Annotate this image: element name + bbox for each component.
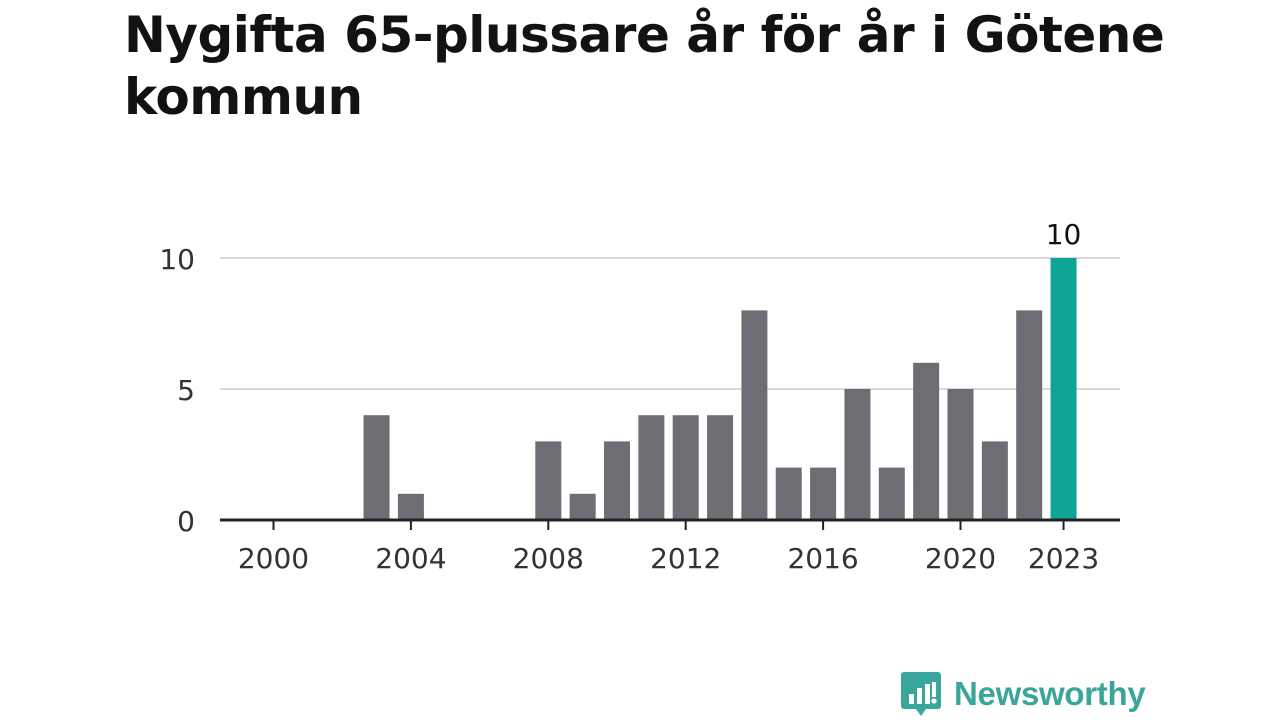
bar <box>913 362 940 520</box>
bar <box>810 467 837 520</box>
bar <box>397 493 424 520</box>
brand-logo: Newsworthy <box>900 670 1146 718</box>
x-tick-label: 2016 <box>787 542 858 575</box>
bar <box>604 441 630 520</box>
x-tick-label: 2004 <box>375 542 446 575</box>
bar <box>947 389 974 520</box>
gridlines <box>220 257 1120 390</box>
y-tick-label: 0 <box>177 505 195 538</box>
bar <box>775 467 802 520</box>
chart-title: Nygifta 65-plussare år för år i Götene k… <box>124 6 1165 126</box>
brand-name: Newsworthy <box>954 675 1146 712</box>
bar <box>981 441 1008 520</box>
bar <box>741 310 768 520</box>
bar <box>638 415 665 520</box>
x-tick-label: 2023 <box>1028 542 1099 575</box>
bar <box>672 415 699 520</box>
bar-chart: 0 5 10 2000 2004 2008 2012 2016 2020 2023 10 <box>159 218 1120 575</box>
bar <box>535 441 562 520</box>
axes <box>220 518 1120 530</box>
x-tick-label: 2012 <box>650 542 721 575</box>
bar <box>1016 310 1043 520</box>
bar <box>1050 258 1077 520</box>
bar <box>878 467 905 520</box>
x-tick-label: 2008 <box>513 542 584 575</box>
y-tick-label: 10 <box>159 243 195 276</box>
bars <box>363 258 1077 520</box>
y-tick-label: 5 <box>177 374 195 407</box>
x-tick-label: 2020 <box>925 542 996 575</box>
labels: 0 5 10 2000 2004 2008 2012 2016 2020 2023 10 <box>159 218 1099 575</box>
x-tick-label: 2000 <box>238 542 309 575</box>
bar <box>707 415 734 520</box>
bar <box>569 493 596 520</box>
bar <box>844 389 871 520</box>
highlight-value-label: 10 <box>1046 218 1082 251</box>
bar <box>363 415 390 520</box>
newsworthy-logo-icon <box>901 672 941 716</box>
